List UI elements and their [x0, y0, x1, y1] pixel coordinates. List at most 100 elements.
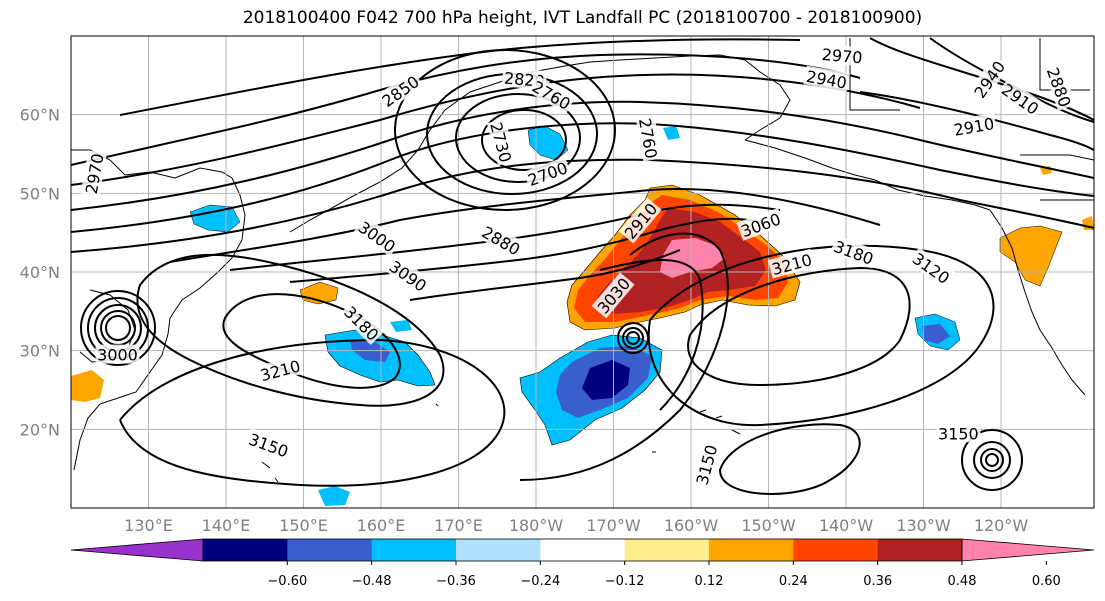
ivt-shade-neg036	[527, 125, 569, 161]
contour-label-bg	[591, 272, 635, 319]
ivt-negative-shading	[189, 125, 961, 506]
cyclone-contour	[980, 448, 1004, 472]
lon-tick-label: 150°E	[279, 516, 328, 535]
contour-line	[859, 91, 1094, 151]
high-contour	[119, 338, 506, 487]
lat-tick-labels: 20°N 30°N 40°N 50°N 60°N	[20, 106, 60, 440]
contour-label-bg	[244, 428, 293, 462]
contour-label-bg	[950, 112, 998, 140]
contour-line	[169, 188, 881, 263]
lon-tick-label: 130°E	[124, 516, 173, 535]
contour-label-bg	[997, 78, 1045, 119]
contour-label-bg	[95, 344, 140, 364]
typhoon-contour	[105, 315, 131, 341]
low-contour	[481, 109, 567, 171]
contour-label-bg	[339, 300, 385, 346]
cyclone-contour	[617, 322, 649, 354]
ivt-shade-060	[660, 238, 725, 278]
colorbar-tick-label: −0.36	[436, 574, 476, 589]
contour-label-text: 3000	[97, 346, 138, 365]
contour-label-bg	[256, 354, 304, 385]
colorbar-tick-label: 0.48	[948, 574, 977, 589]
contour-line	[71, 122, 1094, 233]
ivt-shade-neg048	[922, 324, 950, 344]
high-contour	[136, 253, 445, 407]
ivt-shade-neg036	[189, 204, 241, 233]
colorbar-tick-label: 0.36	[863, 574, 892, 589]
colorbar-tick-label: 0.12	[695, 574, 724, 589]
contour-line	[289, 217, 761, 283]
low-contour	[394, 49, 616, 211]
ivt-shade-024	[999, 225, 1063, 287]
contour-label-bg	[635, 114, 663, 162]
high-contour	[687, 266, 911, 387]
lon-tick-label: 160°E	[357, 516, 406, 535]
contour-line	[71, 100, 1094, 211]
ivt-shade-neg060	[582, 360, 630, 400]
gulf-coast	[744, 139, 991, 211]
contour-label: 3150	[936, 423, 981, 443]
contour-label-bg	[527, 75, 576, 114]
ivt-shade-neg036	[318, 486, 350, 506]
colorbar-tick-label: −0.48	[352, 574, 392, 589]
colorbar-swatch	[624, 539, 710, 561]
height-contours	[71, 37, 1094, 495]
contour-label-bg	[803, 65, 851, 92]
ivt-shade-024	[71, 370, 104, 402]
low-contour	[455, 93, 581, 183]
colorbar-swatch	[371, 539, 457, 561]
lon-tick-label: 130°W	[896, 516, 951, 535]
contour-label-bg	[1043, 63, 1077, 111]
contour-label-bg	[80, 150, 107, 197]
contour-label-bg	[376, 70, 424, 112]
colorbar-swatch	[877, 539, 963, 561]
colorbar-swatch	[203, 539, 288, 561]
colorbar-swatch	[793, 539, 879, 561]
lat-tick-label: 40°N	[20, 263, 60, 282]
na-west-coast	[989, 209, 1086, 396]
contour-label-bg	[968, 55, 1010, 103]
high-contour	[222, 293, 401, 389]
cyclone-contour	[985, 453, 999, 467]
lon-tick-labels: 130°E 140°E 150°E 160°E 170°E 180°W 170°W 160°W…	[124, 516, 1028, 535]
colorbar-swatch	[709, 539, 794, 561]
contour-label-bg	[936, 423, 981, 443]
contour-line	[229, 203, 781, 271]
contour-label-bg	[829, 235, 878, 269]
contour-label-bg	[767, 248, 816, 279]
contour-label-bg	[691, 440, 721, 489]
map-title: 2018100400 F042 700 hPa height, IVT Land…	[242, 8, 923, 28]
colorbar-tick-label: −0.24	[520, 574, 560, 589]
lat-tick-label: 60°N	[20, 106, 60, 125]
colorbar	[70, 538, 1095, 562]
contour-label-bg	[736, 207, 785, 241]
contour-label-bg	[477, 220, 526, 260]
cyclone-contour	[961, 429, 1023, 491]
lat-tick-label: 30°N	[20, 342, 60, 361]
gridlines	[71, 36, 1094, 508]
lon-tick-label: 140°W	[819, 516, 874, 535]
contour-label-bg	[618, 197, 662, 244]
contour-line	[71, 53, 861, 166]
lon-tick-label: 170°E	[434, 516, 483, 535]
colorbar-tick-label: 0.60	[1032, 574, 1061, 589]
lat-tick-label: 50°N	[20, 184, 60, 203]
alaska-coast	[589, 54, 791, 141]
colorbar-frame	[202, 538, 963, 562]
contour-line	[599, 259, 704, 411]
colorbar-swatch	[540, 539, 626, 561]
contour-label-bg	[523, 156, 572, 190]
colorbar-extend-high	[961, 538, 1095, 562]
colorbar-swatch	[456, 539, 541, 561]
contour-label-bg	[486, 118, 517, 166]
cyclone-contour	[973, 441, 1011, 479]
high-contour	[647, 244, 995, 427]
typhoon-contour	[80, 290, 156, 366]
contour-line	[71, 158, 1094, 253]
islands	[261, 403, 741, 483]
colorbar-swatch	[287, 539, 373, 561]
contour-label-bg	[908, 247, 956, 289]
lon-tick-label: 180°W	[509, 516, 564, 535]
lon-tick-label: 120°W	[974, 516, 1029, 535]
